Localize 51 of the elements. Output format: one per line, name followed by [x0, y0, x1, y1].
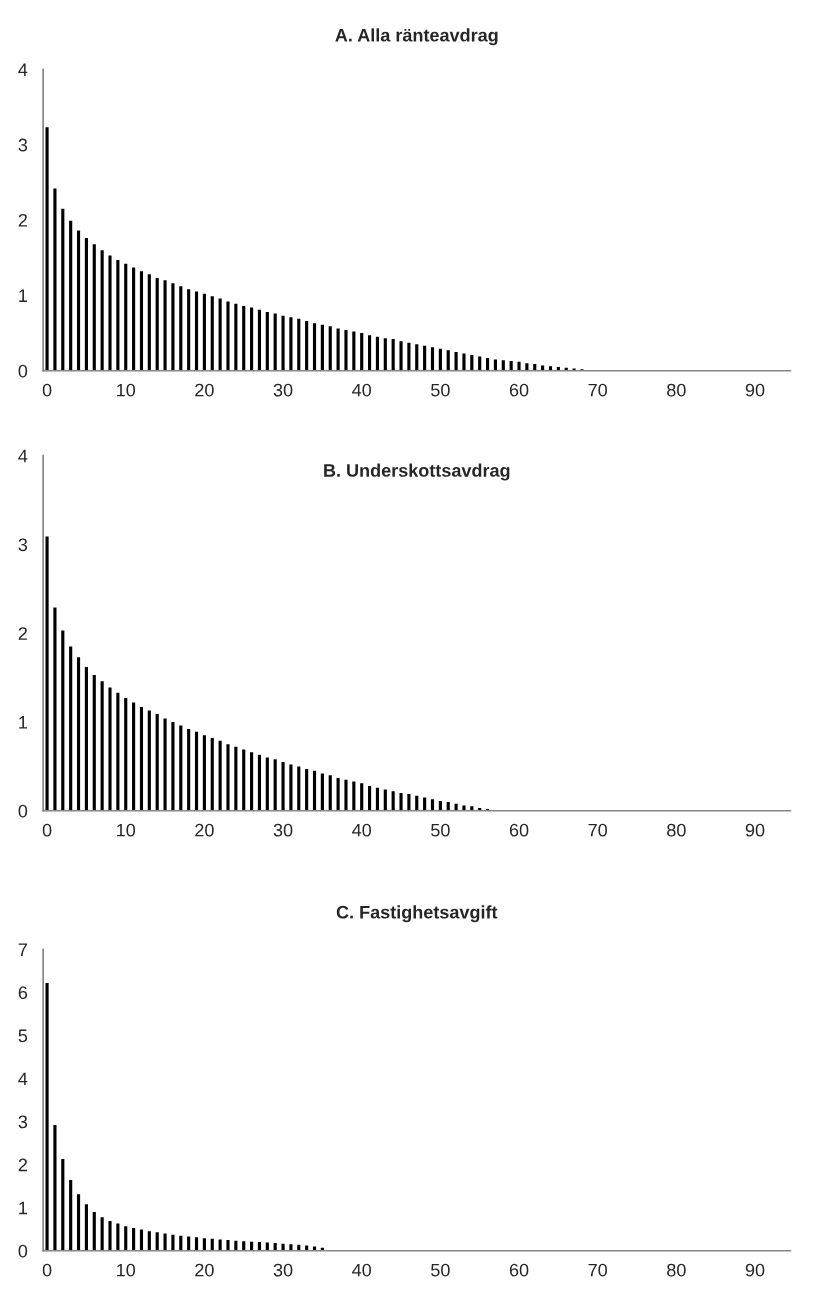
x-tick-label: 70: [588, 823, 608, 837]
x-tick-label: 20: [195, 823, 214, 837]
x-tick-label: 50: [431, 383, 450, 397]
y-tick-label: 6: [18, 986, 28, 1000]
chart-title: A. Alla ränteavdrag: [335, 28, 498, 46]
y-tick-label: 1: [19, 1201, 27, 1215]
x-tick-label: 20: [195, 1263, 214, 1277]
y-tick-label: 1: [19, 289, 27, 302]
y-tick-label: 4: [18, 1072, 28, 1086]
x-tick-label: 20: [195, 383, 214, 397]
x-tick-label: 70: [588, 383, 608, 397]
chart-title: B. Underskottsavdrag: [324, 463, 510, 481]
x-tick-label: 10: [117, 823, 136, 837]
y-tick-label: 1: [19, 716, 27, 729]
x-tick-label: 70: [588, 1263, 608, 1277]
x-tick-label: 40: [352, 383, 372, 397]
y-tick-label: 0: [18, 1244, 28, 1258]
x-tick-label: 30: [273, 1263, 293, 1277]
x-tick-label: 60: [509, 823, 529, 837]
x-tick-label: 30: [273, 823, 293, 837]
x-tick-label: 90: [745, 823, 765, 837]
x-tick-label: 90: [745, 383, 765, 397]
chart-title: C. Fastighetsavgift: [336, 905, 498, 923]
x-tick-label: 80: [667, 823, 686, 837]
y-tick-label: 4: [18, 449, 28, 463]
y-tick-label: 2: [18, 1158, 27, 1172]
x-tick-label: 50: [431, 1263, 450, 1277]
x-tick-label: 80: [667, 383, 686, 397]
y-tick-label: 0: [18, 364, 28, 378]
y-tick-label: 3: [18, 538, 28, 552]
x-tick-label: 0: [42, 383, 52, 397]
y-tick-label: 5: [18, 1029, 28, 1043]
y-tick-label: 4: [18, 63, 28, 76]
x-tick-label: 40: [352, 1263, 372, 1277]
y-tick-label: 3: [18, 138, 28, 152]
y-tick-label: 0: [18, 804, 28, 818]
x-tick-label: 60: [509, 1263, 529, 1277]
x-tick-label: 50: [431, 823, 450, 837]
x-tick-label: 60: [509, 383, 529, 397]
x-tick-label: 10: [117, 383, 136, 397]
x-tick-label: 90: [745, 1263, 765, 1277]
x-tick-label: 0: [42, 823, 52, 837]
x-tick-label: 30: [273, 383, 293, 397]
x-tick-label: 10: [117, 1263, 136, 1277]
y-tick-label: 7: [18, 943, 27, 956]
x-tick-label: 40: [352, 823, 372, 837]
x-tick-label: 80: [667, 1263, 686, 1277]
y-tick-label: 2: [18, 213, 27, 227]
y-tick-label: 3: [18, 1115, 28, 1129]
x-tick-label: 0: [42, 1263, 52, 1277]
y-tick-label: 2: [18, 627, 27, 640]
